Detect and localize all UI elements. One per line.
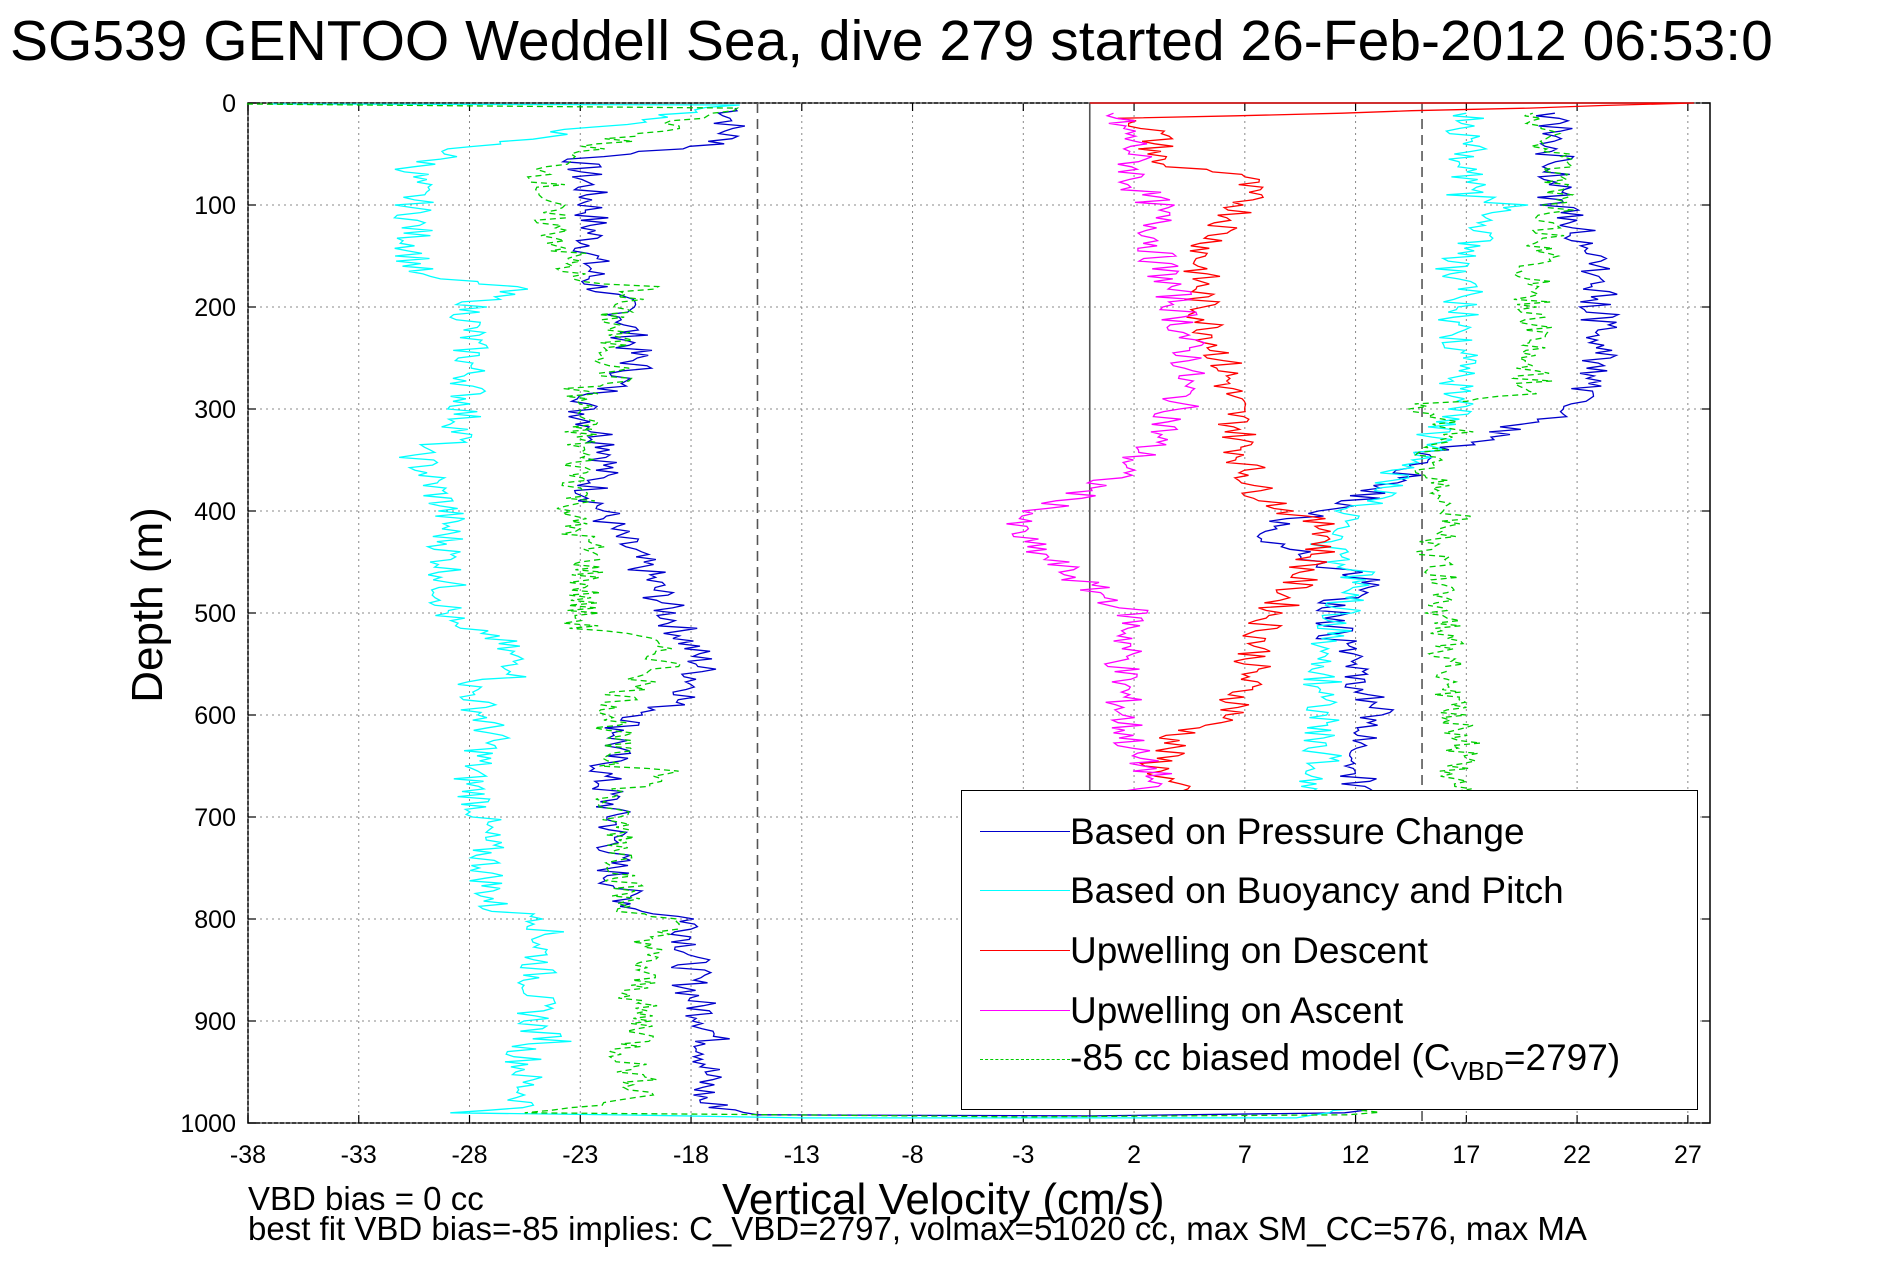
y-tick-label: 1000	[180, 1110, 236, 1138]
y-tick-label: 600	[194, 702, 236, 730]
legend-item-descent: Upwelling on Descent	[962, 930, 1697, 971]
x-tick-labels: -38 -33 -28 -23 -18 -13 -8 -3 2 7 12 17 22 27	[230, 1141, 1702, 1169]
x-tick-label: -33	[341, 1141, 377, 1169]
x-tick-label: -23	[562, 1141, 598, 1169]
x-tick-label: 12	[1342, 1141, 1370, 1169]
x-tick-label: -38	[230, 1141, 266, 1169]
x-tick-label: -18	[673, 1141, 709, 1169]
x-tick-label: -28	[451, 1141, 487, 1169]
y-tick-label: 100	[194, 192, 236, 220]
x-tick-label: 22	[1563, 1141, 1591, 1169]
y-tick-label: 700	[194, 804, 236, 832]
series-lines	[246, 102, 1694, 1119]
footer-line-1: VBD bias = 0 cc	[248, 1180, 484, 1217]
legend-item-model: -85 cc biased model (CVBD=2797)	[962, 1037, 1697, 1086]
x-tick-label: -13	[784, 1141, 820, 1169]
legend-label: Based on Pressure Change	[1070, 811, 1525, 852]
x-tick-label: 7	[1238, 1141, 1252, 1169]
y-tick-label: 800	[194, 906, 236, 934]
x-axis-label: Vertical Velocity (cm/s)	[722, 1175, 1165, 1224]
series-line-1	[270, 103, 1529, 1119]
y-tick-label: 0	[222, 90, 236, 118]
legend-swatch-pressure	[980, 831, 1070, 832]
y-axis-label: Depth (m)	[123, 507, 172, 703]
x-tick-label: 2	[1127, 1141, 1141, 1169]
legend-swatch-model	[980, 1059, 1070, 1060]
legend-item-pressure: Based on Pressure Change	[962, 811, 1697, 852]
y-tick-label: 500	[194, 600, 236, 628]
series-line-3	[1006, 112, 1206, 798]
x-tick-label: -8	[901, 1141, 923, 1169]
legend-swatch-buoyancy	[980, 890, 1070, 891]
legend-swatch-descent	[980, 950, 1070, 951]
y-tick-label: 300	[194, 396, 236, 424]
legend-label: Upwelling on Ascent	[1070, 990, 1404, 1031]
legend-item-buoyancy: Based on Buoyancy and Pitch	[962, 870, 1697, 911]
legend-item-ascent: Upwelling on Ascent	[962, 990, 1697, 1031]
y-tick-labels: 0 100 200 300 400 500 600 700 800 900 1000	[180, 90, 236, 1138]
y-tick-label: 200	[194, 294, 236, 322]
legend-label-model: -85 cc biased model (CVBD=2797)	[1070, 1037, 1621, 1086]
series-line-2	[1089, 102, 1694, 798]
series-line-0	[560, 107, 1621, 1117]
x-tick-label: 27	[1674, 1141, 1702, 1169]
footer-line-2: best fit VBD bias=-85 implies: C_VBD=279…	[248, 1210, 1587, 1247]
series-line-4	[246, 103, 1575, 1118]
legend-swatch-ascent	[980, 1010, 1070, 1011]
legend-label: Upwelling on Descent	[1070, 930, 1428, 971]
y-tick-label: 900	[194, 1008, 236, 1036]
chart-title: SG539 GENTOO Weddell Sea, dive 279 start…	[10, 9, 1773, 73]
legend-label: Based on Buoyancy and Pitch	[1070, 870, 1564, 911]
x-tick-label: -3	[1012, 1141, 1034, 1169]
x-tick-label: 17	[1452, 1141, 1480, 1169]
y-tick-label: 400	[194, 498, 236, 526]
legend: Based on Pressure Change Based on Buoyan…	[961, 790, 1698, 1110]
